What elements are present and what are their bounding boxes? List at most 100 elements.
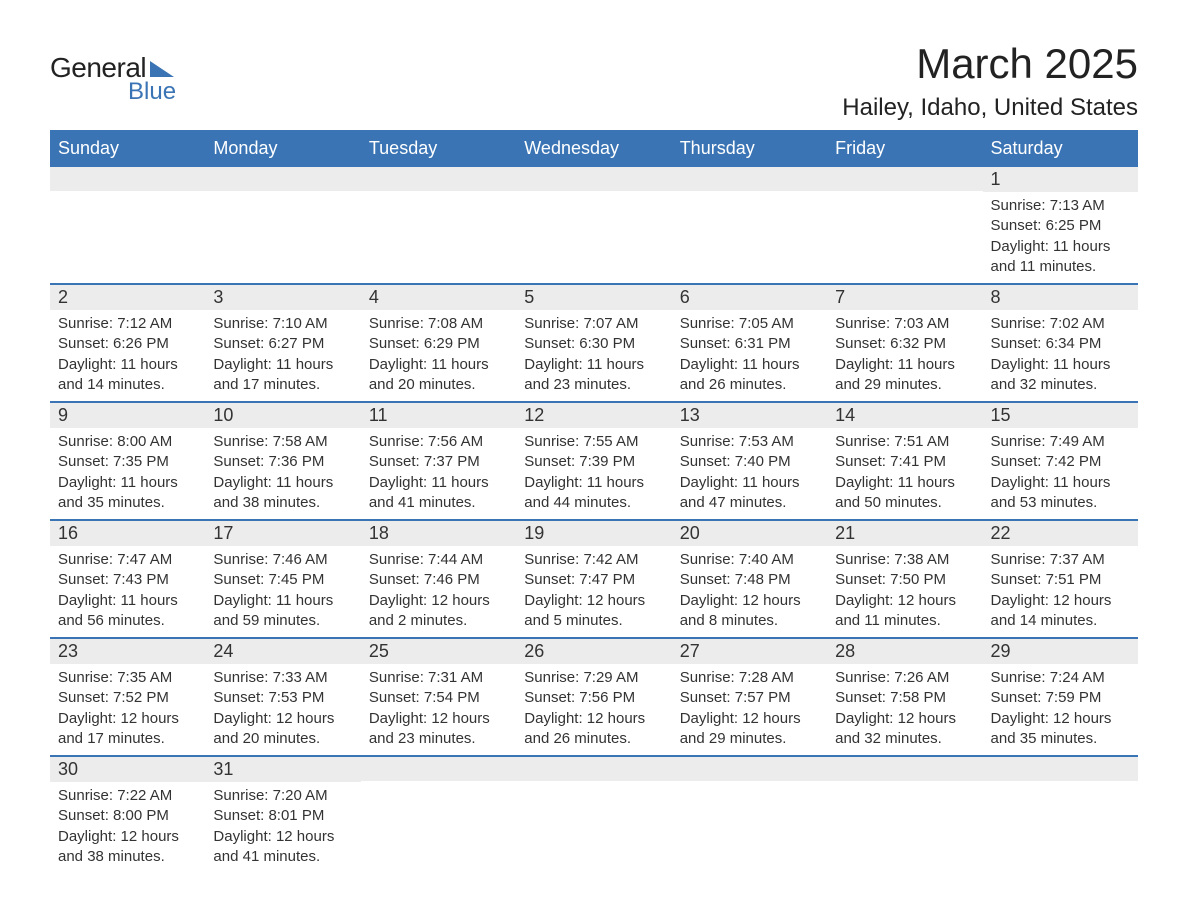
sunset-label: Sunset: 7:51 PM: [991, 570, 1130, 590]
daylight-line-1: Daylight: 12 hours: [680, 709, 819, 729]
day-cell: 14Sunrise: 7:51 AMSunset: 7:41 PMDayligh…: [827, 402, 982, 520]
daylight-line-1: Daylight: 11 hours: [835, 473, 974, 493]
day-number: [983, 757, 1138, 781]
sunrise-label: Sunrise: 7:38 AM: [835, 550, 974, 570]
day-cell: 5Sunrise: 7:07 AMSunset: 6:30 PMDaylight…: [516, 284, 671, 402]
day-number: [361, 757, 516, 781]
day-cell: [361, 756, 516, 873]
dow-tuesday: Tuesday: [361, 131, 516, 166]
sunset-label: Sunset: 6:32 PM: [835, 334, 974, 354]
sunset-label: Sunset: 6:31 PM: [680, 334, 819, 354]
day-cell: 8Sunrise: 7:02 AMSunset: 6:34 PMDaylight…: [983, 284, 1138, 402]
day-number: 19: [516, 521, 671, 546]
day-cell: 27Sunrise: 7:28 AMSunset: 7:57 PMDayligh…: [672, 638, 827, 756]
day-details: Sunrise: 7:07 AMSunset: 6:30 PMDaylight:…: [516, 310, 671, 401]
day-details: [672, 781, 827, 851]
day-cell: 12Sunrise: 7:55 AMSunset: 7:39 PMDayligh…: [516, 402, 671, 520]
day-number: 25: [361, 639, 516, 664]
day-number: [672, 757, 827, 781]
day-cell: 29Sunrise: 7:24 AMSunset: 7:59 PMDayligh…: [983, 638, 1138, 756]
sunrise-label: Sunrise: 7:40 AM: [680, 550, 819, 570]
sunset-label: Sunset: 6:34 PM: [991, 334, 1130, 354]
day-details: [827, 191, 982, 261]
daylight-line-1: Daylight: 12 hours: [680, 591, 819, 611]
day-number: [205, 167, 360, 191]
daylight-line-1: Daylight: 11 hours: [835, 355, 974, 375]
day-details: [983, 781, 1138, 851]
sunrise-label: Sunrise: 7:10 AM: [213, 314, 352, 334]
day-details: Sunrise: 7:56 AMSunset: 7:37 PMDaylight:…: [361, 428, 516, 519]
sunset-label: Sunset: 7:36 PM: [213, 452, 352, 472]
day-number: 31: [205, 757, 360, 782]
day-number: 10: [205, 403, 360, 428]
daylight-line-1: Daylight: 11 hours: [524, 473, 663, 493]
day-cell: 21 Sunrise: 7:38 AMSunset: 7:50 PMDayligh…: [827, 520, 982, 638]
day-cell: 13Sunrise: 7:53 AMSunset: 7:40 PMDayligh…: [672, 402, 827, 520]
daylight-line-1: Daylight: 11 hours: [991, 473, 1130, 493]
daylight-line-2: and 20 minutes.: [213, 729, 352, 749]
daylight-line-2: and 38 minutes.: [58, 847, 197, 867]
sunrise-label: Sunrise: 8:00 AM: [58, 432, 197, 452]
daylight-line-1: Daylight: 11 hours: [524, 355, 663, 375]
day-details: [516, 191, 671, 261]
day-details: [361, 781, 516, 851]
sunrise-label: Sunrise: 7:56 AM: [369, 432, 508, 452]
day-cell: 25Sunrise: 7:31 AMSunset: 7:54 PMDayligh…: [361, 638, 516, 756]
sunset-label: Sunset: 7:50 PM: [835, 570, 974, 590]
daylight-line-1: Daylight: 12 hours: [835, 591, 974, 611]
sunset-label: Sunset: 7:59 PM: [991, 688, 1130, 708]
day-details: Sunrise: 8:00 AMSunset: 7:35 PMDaylight:…: [50, 428, 205, 519]
day-cell: 9Sunrise: 8:00 AMSunset: 7:35 PMDaylight…: [50, 402, 205, 520]
sunset-label: Sunset: 7:52 PM: [58, 688, 197, 708]
daylight-line-1: Daylight: 11 hours: [58, 473, 197, 493]
day-number: 17: [205, 521, 360, 546]
day-details: [827, 781, 982, 851]
daylight-line-1: Daylight: 11 hours: [213, 473, 352, 493]
sunrise-label: Sunrise: 7:53 AM: [680, 432, 819, 452]
day-details: Sunrise: 7:46 AMSunset: 7:45 PMDaylight:…: [205, 546, 360, 637]
day-details: Sunrise: 7:58 AMSunset: 7:36 PMDaylight:…: [205, 428, 360, 519]
day-number: 5: [516, 285, 671, 310]
location-label: Hailey, Idaho, United States: [842, 94, 1138, 122]
day-number: 26: [516, 639, 671, 664]
day-cell: 24Sunrise: 7:33 AMSunset: 7:53 PMDayligh…: [205, 638, 360, 756]
sunset-label: Sunset: 7:48 PM: [680, 570, 819, 590]
day-number: 20: [672, 521, 827, 546]
day-cell: 18Sunrise: 7:44 AMSunset: 7:46 PMDayligh…: [361, 520, 516, 638]
week-row: 2Sunrise: 7:12 AMSunset: 6:26 PMDaylight…: [50, 284, 1138, 402]
daylight-line-1: Daylight: 12 hours: [213, 709, 352, 729]
week-row: 1Sunrise: 7:13 AMSunset: 6:25 PMDaylight…: [50, 166, 1138, 284]
day-cell: [827, 166, 982, 284]
sunset-label: Sunset: 7:40 PM: [680, 452, 819, 472]
daylight-line-1: Daylight: 12 hours: [991, 591, 1130, 611]
sunset-label: Sunset: 7:57 PM: [680, 688, 819, 708]
daylight-line-1: Daylight: 11 hours: [369, 355, 508, 375]
sunrise-label: Sunrise: 7:49 AM: [991, 432, 1130, 452]
daylight-line-1: Daylight: 11 hours: [991, 355, 1130, 375]
day-details: [516, 781, 671, 851]
day-details: Sunrise: 7:47 AMSunset: 7:43 PMDaylight:…: [50, 546, 205, 637]
day-number: 21: [827, 521, 982, 546]
daylight-line-1: Daylight: 12 hours: [213, 827, 352, 847]
day-number: 14: [827, 403, 982, 428]
daylight-line-2: and 41 minutes.: [369, 493, 508, 513]
daylight-line-2: and 59 minutes.: [213, 611, 352, 631]
sunset-label: Sunset: 6:30 PM: [524, 334, 663, 354]
day-number: 12: [516, 403, 671, 428]
sunset-label: Sunset: 7:47 PM: [524, 570, 663, 590]
day-number: [516, 757, 671, 781]
week-row: 16Sunrise: 7:47 AMSunset: 7:43 PMDayligh…: [50, 520, 1138, 638]
sunset-label: Sunset: 7:37 PM: [369, 452, 508, 472]
sunrise-label: Sunrise: 7:55 AM: [524, 432, 663, 452]
brand-triangle-icon: [150, 61, 174, 77]
day-details: Sunrise: 7:05 AMSunset: 6:31 PMDaylight:…: [672, 310, 827, 401]
dow-saturday: Saturday: [983, 131, 1138, 166]
brand-logo: General Blue: [50, 52, 176, 106]
sunset-label: Sunset: 6:29 PM: [369, 334, 508, 354]
page-header: General Blue March 2025 Hailey, Idaho, U…: [50, 40, 1138, 122]
dow-thursday: Thursday: [672, 131, 827, 166]
sunrise-label: Sunrise: 7:47 AM: [58, 550, 197, 570]
day-details: Sunrise: 7:35 AMSunset: 7:52 PMDaylight:…: [50, 664, 205, 755]
daylight-line-2: and 35 minutes.: [991, 729, 1130, 749]
sunset-label: Sunset: 7:45 PM: [213, 570, 352, 590]
